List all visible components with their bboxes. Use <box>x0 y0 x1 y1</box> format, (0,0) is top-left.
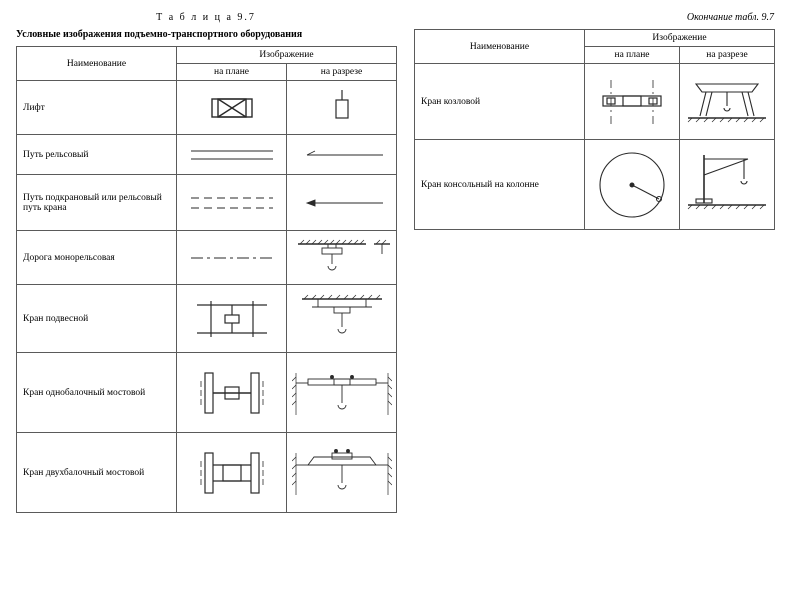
continuation-table: Наименование Изображение на плане на раз… <box>414 29 775 230</box>
crane-rail-section-icon <box>287 175 397 231</box>
jib-crane-section-icon <box>680 140 775 230</box>
hdr-name: Наименование <box>17 47 177 81</box>
table-row: Кран подвесной <box>17 285 397 353</box>
lift-section-icon <box>287 81 397 135</box>
suspended-crane-section-icon <box>287 285 397 353</box>
table-row: Кран козловой <box>415 64 775 140</box>
rail-section-icon <box>287 135 397 175</box>
table-label: Т а б л и ц а 9.7 <box>16 12 396 23</box>
gantry-crane-section-icon <box>680 64 775 140</box>
row-name: Кран однобалочный мостовой <box>17 353 177 433</box>
row-name: Кран подвесной <box>17 285 177 353</box>
table-row: Путь подкрановый или рельсовый путь кран… <box>17 175 397 231</box>
table-caption: Условные изображения подъемно-транспортн… <box>16 29 396 40</box>
hdr-plan: на плане <box>585 47 680 64</box>
jib-crane-plan-icon <box>585 140 680 230</box>
rail-plan-icon <box>177 135 287 175</box>
hdr-section: на разрезе <box>680 47 775 64</box>
row-name: Кран козловой <box>415 64 585 140</box>
main-table: Наименование Изображение на плане на раз… <box>16 46 397 513</box>
row-name: Кран консольный на колонне <box>415 140 585 230</box>
row-name: Путь подкрановый или рельсовый путь кран… <box>17 175 177 231</box>
row-name: Дорога монорельсовая <box>17 231 177 285</box>
hdr-image: Изображение <box>177 47 397 64</box>
left-column: Т а б л и ц а 9.7 Условные изображения п… <box>16 12 396 513</box>
double-girder-section-icon <box>287 433 397 513</box>
row-name: Путь рельсовый <box>17 135 177 175</box>
double-girder-plan-icon <box>177 433 287 513</box>
suspended-crane-plan-icon <box>177 285 287 353</box>
single-girder-section-icon <box>287 353 397 433</box>
monorail-section-icon <box>287 231 397 285</box>
table-row: Лифт <box>17 81 397 135</box>
table-row: Кран консольный на колонне <box>415 140 775 230</box>
crane-rail-plan-icon <box>177 175 287 231</box>
hdr-name: Наименование <box>415 30 585 64</box>
page: Т а б л и ц а 9.7 Условные изображения п… <box>16 12 784 513</box>
table-row: Кран двухбалочный мостовой <box>17 433 397 513</box>
table-row: Путь рельсовый <box>17 135 397 175</box>
monorail-plan-icon <box>177 231 287 285</box>
hdr-image: Изображение <box>585 30 775 47</box>
single-girder-plan-icon <box>177 353 287 433</box>
hdr-plan: на плане <box>177 64 287 81</box>
table-row: Дорога монорельсовая <box>17 231 397 285</box>
right-column: Окончание табл. 9.7 Наименование Изображ… <box>414 12 774 230</box>
gantry-crane-plan-icon <box>585 64 680 140</box>
table-continuation: Окончание табл. 9.7 <box>414 12 774 23</box>
row-name: Кран двухбалочный мостовой <box>17 433 177 513</box>
hdr-section: на разрезе <box>287 64 397 81</box>
row-name: Лифт <box>17 81 177 135</box>
lift-plan-icon <box>177 81 287 135</box>
table-row: Кран однобалочный мостовой <box>17 353 397 433</box>
